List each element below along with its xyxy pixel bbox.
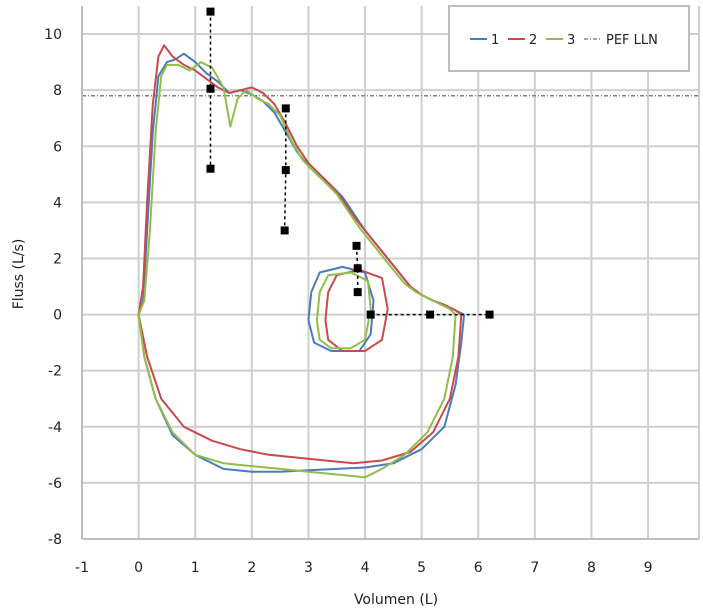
marker-point xyxy=(485,310,494,319)
marker-point xyxy=(206,7,215,16)
series-3-tidal-line xyxy=(315,271,372,350)
marker-line-3 xyxy=(355,245,359,293)
marker-point xyxy=(353,264,362,273)
x-tick-label: 8 xyxy=(587,560,596,576)
marker-point xyxy=(280,226,289,235)
legend-label-2: 2 xyxy=(529,33,537,48)
x-tick-label: 3 xyxy=(304,560,313,576)
curves xyxy=(137,44,466,479)
y-tick-label: -8 xyxy=(48,532,62,548)
x-tick-label: 9 xyxy=(644,560,653,576)
y-tick-label: 0 xyxy=(53,308,62,324)
marker-point xyxy=(281,104,290,113)
grid-lines xyxy=(81,6,700,540)
marker-lines xyxy=(206,7,494,319)
marker-point xyxy=(206,164,215,173)
legend-box xyxy=(448,5,690,72)
marker-point xyxy=(206,84,215,93)
legend-label-3: 3 xyxy=(567,33,575,48)
x-tick-label: 7 xyxy=(530,560,539,576)
series-1-tidal-line xyxy=(307,265,375,352)
y-tick-label: 2 xyxy=(53,251,62,267)
x-tick-label: -1 xyxy=(75,560,89,576)
legend-label-pef-lln: PEF LLN xyxy=(606,33,658,48)
legend-label-1: 1 xyxy=(491,33,499,48)
y-tick-label: 6 xyxy=(53,139,62,155)
x-tick-label: 6 xyxy=(474,560,483,576)
y-tick-label: -6 xyxy=(48,476,62,492)
y-tick-label: -4 xyxy=(48,420,62,436)
y-tick-label: 4 xyxy=(53,195,62,211)
marker-point xyxy=(426,310,435,319)
series-1-expiration-line xyxy=(137,52,465,316)
series-2-inspiration-line xyxy=(137,314,463,465)
series-2-expiration-line xyxy=(137,44,462,316)
x-tick-label: 4 xyxy=(361,560,370,576)
x-axis-label: Volumen (L) xyxy=(354,592,438,608)
series-3-inspiration-line xyxy=(137,314,457,479)
marker-point xyxy=(281,166,290,175)
axes xyxy=(81,6,699,540)
y-tick-label: 8 xyxy=(53,83,62,99)
y-axis-label: Fluss (L/s) xyxy=(11,239,27,310)
x-tick-label: 5 xyxy=(417,560,426,576)
y-tick-label: -2 xyxy=(48,364,62,380)
marker-point xyxy=(366,310,375,319)
x-tick-label: 0 xyxy=(134,560,143,576)
series-3-expiration-line xyxy=(137,61,457,316)
x-tick-label: 2 xyxy=(247,560,256,576)
marker-point xyxy=(352,241,361,250)
legend: 1 2 3 PEF LLN xyxy=(448,5,690,72)
series-2-tidal-line xyxy=(324,268,389,352)
y-tick-label: 10 xyxy=(44,27,62,43)
x-tick-label: 1 xyxy=(191,560,200,576)
marker-point xyxy=(353,288,362,297)
tick-labels: -1 0 1 2 3 4 5 6 7 8 9 -8 -6 -4 -2 0 2 4 6 8 10 xyxy=(44,27,652,576)
